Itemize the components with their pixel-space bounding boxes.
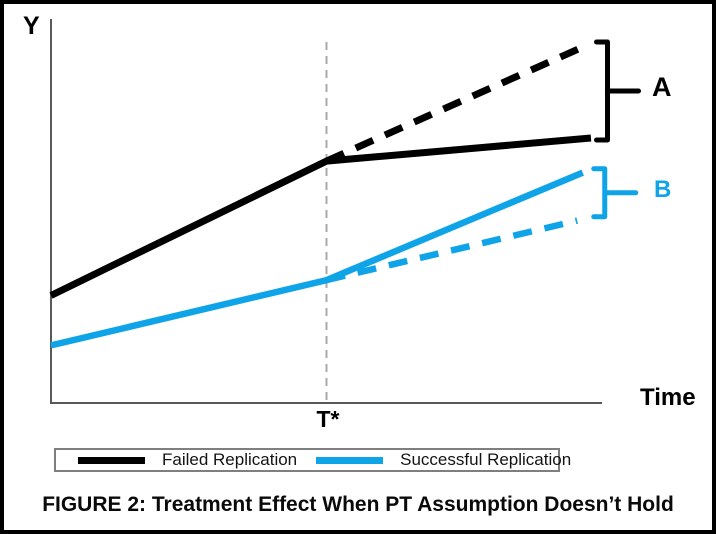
brace-a — [594, 39, 642, 143]
figure-caption: FIGURE 2: Treatment Effect When PT Assum… — [42, 493, 674, 516]
series-failed-replication-observed — [49, 134, 592, 299]
legend-item-successful-replication: Successful Replication — [316, 450, 571, 470]
legend-item-failed-replication: Failed Replication — [78, 450, 297, 470]
axes — [50, 19, 602, 404]
treatment-time-tick-label: T* — [316, 406, 340, 432]
y-axis-label: Y — [23, 12, 40, 40]
chart-canvas — [49, 19, 642, 404]
annotation-b-label: B — [654, 176, 672, 203]
series-failed-replication-counterfactual — [325, 42, 587, 165]
legend: Failed Replication Successful Replicatio… — [54, 448, 571, 472]
legend-label-failed-replication: Failed Replication — [162, 450, 298, 469]
successful-replication-line-swatch — [316, 456, 384, 464]
brace-b — [591, 166, 639, 220]
annotation-a-label: A — [652, 72, 672, 102]
series-successful-replication-counterfactual — [325, 217, 578, 284]
legend-label-successful-replication: Successful Replication — [400, 450, 572, 469]
x-axis-label: Time — [640, 384, 696, 411]
failed-replication-line-swatch — [78, 456, 145, 464]
